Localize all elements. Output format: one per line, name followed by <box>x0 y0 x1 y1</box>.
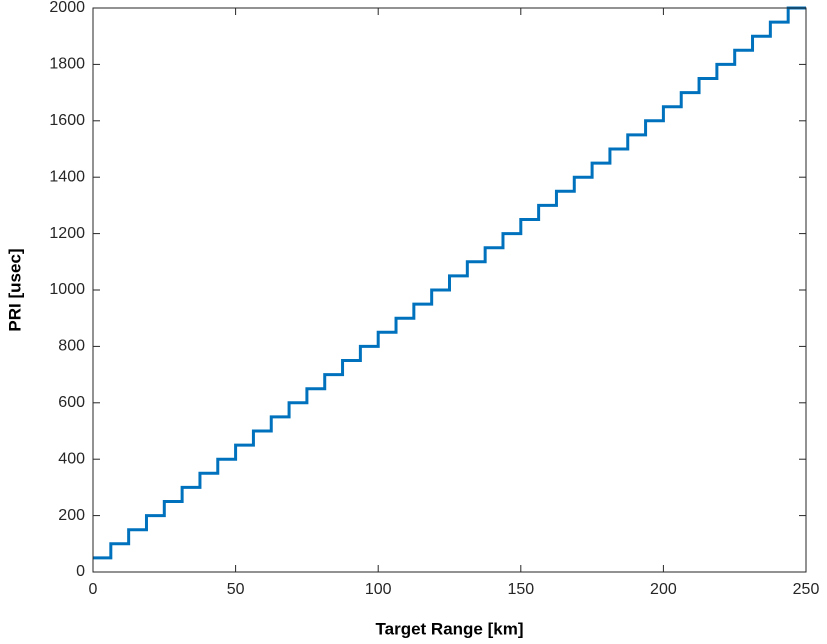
x-tick-label: 250 <box>793 581 820 598</box>
data-line <box>93 6 806 560</box>
x-tick-label: 50 <box>227 581 245 598</box>
x-tick-label: 100 <box>365 581 392 598</box>
y-axis-label: PRI [usec] <box>5 248 24 331</box>
x-tick-label: 150 <box>507 581 534 598</box>
x-axis-label: Target Range [km] <box>376 619 524 638</box>
y-tick-label: 600 <box>58 394 85 411</box>
y-tick-label: 1000 <box>49 281 85 298</box>
y-tick-label: 1400 <box>49 168 85 185</box>
y-tick-label: 800 <box>58 338 85 355</box>
y-tick-label: 1600 <box>49 112 85 129</box>
y-tick-label: 1200 <box>49 225 85 242</box>
y-tick-label: 200 <box>58 507 85 524</box>
x-tick-label: 0 <box>89 581 98 598</box>
y-tick-label: 2000 <box>49 0 85 16</box>
y-tick-label: 1800 <box>49 56 85 73</box>
x-tick-label: 200 <box>650 581 677 598</box>
y-tick-label: 0 <box>76 563 85 580</box>
plot-frame <box>92 7 807 573</box>
y-tick-label: 400 <box>58 450 85 467</box>
